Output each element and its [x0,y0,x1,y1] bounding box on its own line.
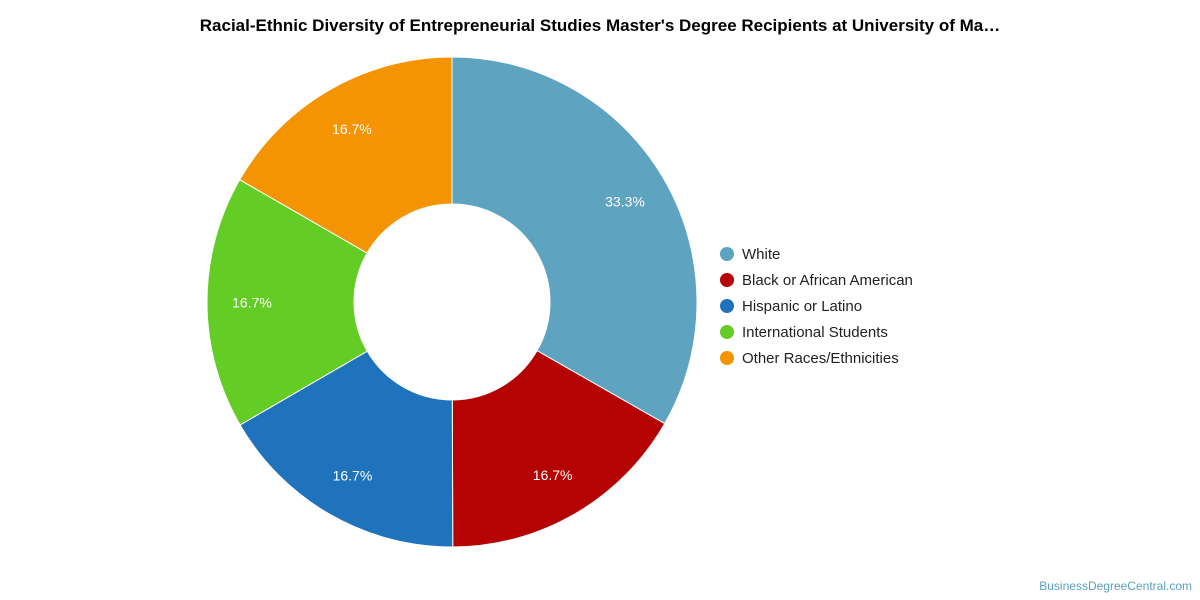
legend-swatch [720,325,734,339]
legend-item[interactable]: Black or African American [720,267,913,293]
slice-white[interactable] [451,56,698,425]
legend-item[interactable]: Hispanic or Latino [720,293,913,319]
legend-label: Black or African American [742,271,913,289]
legend-label: Hispanic or Latino [742,297,863,315]
legend-swatch [720,273,734,287]
slice-other-races-ethnicities[interactable] [239,56,453,254]
slice-black-or-african-american[interactable] [451,349,666,548]
legend-swatch [720,351,734,365]
chart-legend: White Black or African American Hispanic o… [720,241,913,371]
legend-item[interactable]: Other Races/Ethnicities [720,345,913,371]
legend-label: Other Races/Ethnicities [742,349,899,367]
slice-international-students[interactable] [206,179,368,426]
chart-title: Racial-Ethnic Diversity of Entrepreneuri… [199,16,1001,35]
slice-data-label: 16.7% [232,294,272,310]
legend-label: International Students [742,323,888,341]
legend-swatch [720,299,734,313]
slice-data-label: 16.7% [332,121,372,137]
slice-data-label: 16.7% [533,467,573,483]
source-watermark[interactable]: BusinessDegreeCentral.com [1039,579,1192,593]
legend-label: White [742,245,781,263]
slice-data-label: 33.3% [605,194,645,210]
slice-hispanic-or-latino[interactable] [239,350,454,548]
slice-data-label: 16.7% [333,467,373,483]
legend-item[interactable]: White [720,241,913,267]
legend-item[interactable]: International Students [720,319,913,345]
legend-swatch [720,247,734,261]
